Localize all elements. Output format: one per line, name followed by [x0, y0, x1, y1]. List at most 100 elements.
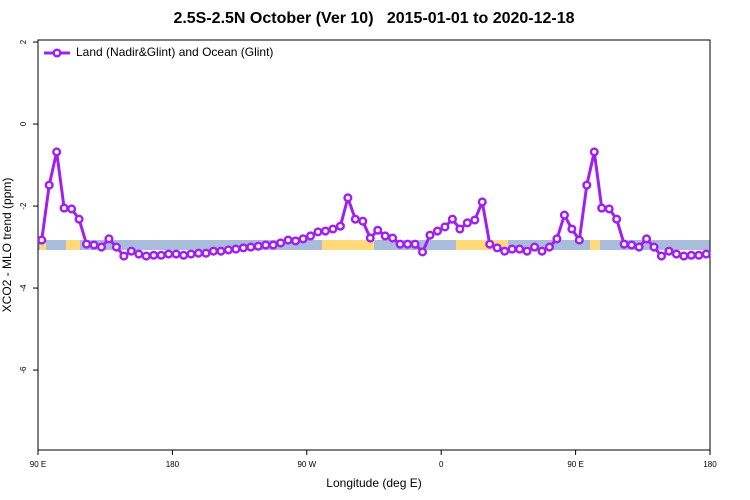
point	[373, 225, 383, 235]
point	[417, 247, 428, 257]
point	[343, 193, 353, 203]
point	[186, 249, 196, 259]
point	[522, 246, 532, 256]
point	[358, 216, 368, 226]
y-axis-label: XCO2 - MLO trend (ppm)	[0, 178, 14, 313]
point	[694, 250, 704, 260]
point	[567, 224, 577, 234]
y-tick-label: 0	[19, 121, 28, 126]
legend-label: Land (Nadir&Glint) and Ocean (Glint)	[76, 45, 273, 59]
x-tick-label: 180	[703, 460, 717, 469]
point	[313, 227, 323, 237]
x-tick-label: 0	[439, 460, 444, 469]
point	[679, 251, 689, 261]
point	[507, 244, 517, 254]
point	[201, 248, 211, 258]
point	[216, 246, 226, 256]
x-tick-label: 90 E	[567, 460, 583, 469]
point	[89, 240, 99, 250]
point	[649, 242, 659, 252]
point	[634, 242, 644, 252]
x-tick-label: 180	[166, 460, 180, 469]
point	[604, 204, 614, 214]
point	[335, 221, 345, 231]
point	[447, 214, 457, 224]
plot-frame	[37, 39, 711, 451]
point	[119, 251, 129, 261]
point	[425, 230, 435, 240]
point	[492, 243, 502, 253]
point	[686, 250, 696, 260]
point	[597, 203, 607, 213]
point	[440, 222, 450, 232]
point	[126, 246, 136, 256]
surface-band	[38, 240, 710, 250]
point	[656, 251, 667, 261]
land-band	[322, 240, 374, 250]
point	[223, 245, 233, 255]
point	[627, 240, 637, 250]
point	[455, 224, 465, 234]
point	[671, 249, 681, 259]
point	[328, 224, 338, 234]
land-band	[40, 240, 46, 250]
point	[261, 240, 271, 250]
point	[403, 239, 413, 249]
y-tick-label: -4	[19, 284, 28, 292]
point	[350, 214, 360, 224]
point	[664, 246, 674, 256]
point	[529, 242, 540, 252]
point	[291, 236, 301, 246]
point	[395, 239, 405, 249]
legend-marker	[52, 48, 62, 58]
point	[320, 226, 331, 236]
point	[388, 233, 398, 243]
point	[552, 234, 562, 244]
point	[485, 239, 495, 249]
point	[276, 238, 286, 248]
point	[305, 231, 316, 241]
point	[477, 197, 487, 207]
point	[59, 203, 69, 213]
x-tick-label: 90 E	[30, 460, 46, 469]
point	[74, 214, 84, 224]
point	[171, 249, 181, 259]
point	[365, 233, 375, 243]
point	[380, 231, 390, 241]
point	[283, 235, 293, 245]
x-tick-label: 90 W	[297, 460, 316, 469]
x-axis-label: Longitude (deg E)	[326, 476, 421, 490]
point	[81, 239, 92, 249]
point	[156, 250, 166, 260]
point	[410, 239, 420, 249]
point	[515, 244, 525, 254]
point	[298, 234, 308, 244]
point	[37, 235, 47, 245]
point	[231, 244, 241, 254]
point	[179, 250, 189, 260]
chart-title: 2.5S-2.5N October (Ver 10) 2015-01-01 to…	[173, 10, 574, 27]
point	[582, 180, 592, 190]
point	[432, 226, 443, 236]
point	[111, 242, 121, 252]
point	[246, 242, 256, 252]
point	[462, 218, 472, 228]
point	[470, 215, 480, 225]
point	[612, 214, 622, 224]
point	[537, 246, 547, 256]
point	[164, 249, 174, 259]
y-tick-label: -2	[19, 202, 28, 210]
point	[701, 249, 711, 259]
point	[641, 234, 652, 244]
point	[500, 246, 510, 256]
point	[134, 249, 144, 259]
point	[253, 241, 263, 251]
point	[67, 204, 77, 214]
point	[619, 239, 629, 249]
point	[149, 250, 159, 260]
point	[52, 147, 62, 157]
y-tick-label: 2	[19, 39, 28, 44]
y-tick-label: -6	[19, 366, 28, 374]
point	[574, 235, 584, 245]
